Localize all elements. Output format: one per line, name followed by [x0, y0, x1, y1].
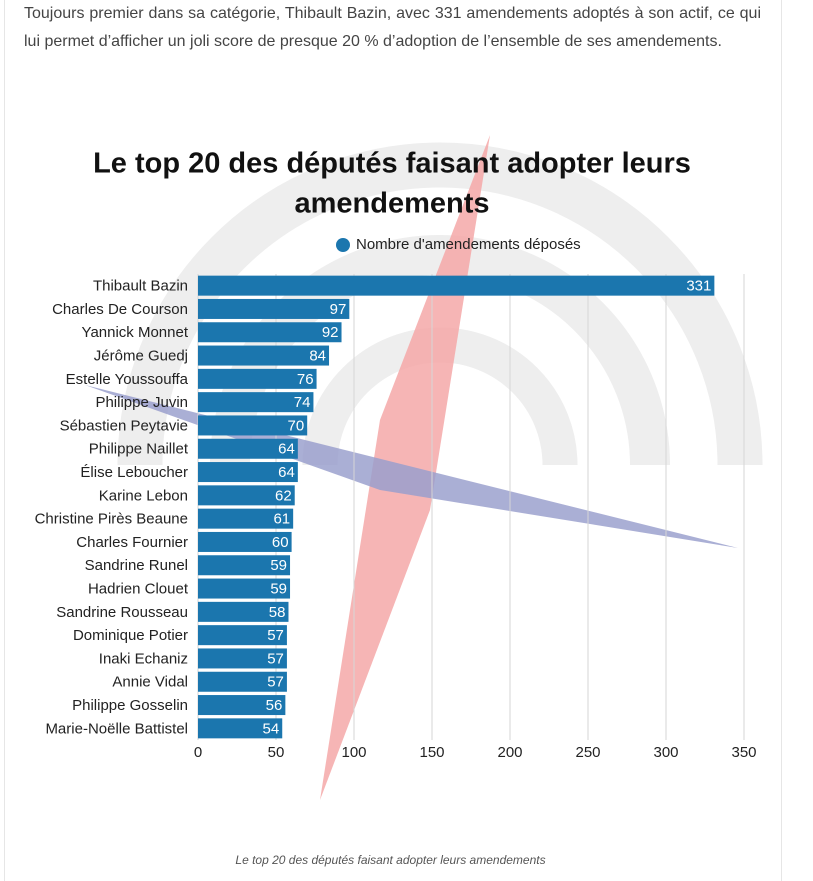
bar [198, 578, 291, 599]
y-tick-label: Sébastien Peytavie [60, 417, 188, 434]
watermark-arc [210, 235, 670, 466]
legend-marker [336, 238, 350, 252]
value-label: 57 [267, 627, 284, 644]
value-label: 331 [686, 278, 711, 295]
bar [198, 695, 286, 716]
y-tick-label: Jérôme Guedj [94, 348, 188, 365]
bar [198, 555, 291, 576]
y-tick-label: Christine Pirès Beaune [35, 511, 188, 528]
value-label: 56 [266, 697, 283, 714]
y-tick-label: Sandrine Runel [85, 557, 188, 574]
y-tick-label: Philippe Gosselin [72, 697, 188, 714]
value-label: 61 [273, 511, 290, 528]
value-label: 92 [322, 324, 339, 341]
bar [198, 462, 298, 483]
value-label: 84 [309, 348, 326, 365]
y-tick-label: Karine Lebon [99, 487, 188, 504]
x-tick-label: 0 [194, 744, 202, 761]
y-tick-label: Élise Leboucher [80, 464, 188, 481]
x-tick-label: 250 [575, 744, 600, 761]
x-tick-label: 100 [341, 744, 366, 761]
y-tick-label: Estelle Youssouffa [66, 371, 189, 388]
x-tick-label: 200 [497, 744, 522, 761]
value-label: 58 [269, 604, 286, 621]
chart-title: amendements [294, 188, 489, 220]
bar [198, 648, 287, 669]
caption: Le top 20 des députés faisant adopter le… [235, 853, 546, 867]
x-tick-label: 150 [419, 744, 444, 761]
bar [198, 415, 308, 436]
x-tick-label: 350 [731, 744, 756, 761]
bar [198, 671, 287, 692]
bar [198, 718, 283, 739]
x-tick-label: 300 [653, 744, 678, 761]
legend-label: Nombre d'amendements déposés [356, 236, 581, 253]
y-tick-label: Annie Vidal [112, 674, 188, 691]
value-label: 57 [267, 674, 284, 691]
y-tick-label: Inaki Echaniz [99, 650, 188, 667]
value-label: 97 [330, 301, 347, 318]
value-label: 54 [263, 720, 280, 737]
y-tick-label: Charles De Courson [52, 301, 188, 318]
bar [198, 508, 294, 529]
y-tick-label: Marie-Noëlle Battistel [45, 720, 188, 737]
y-tick-label: Charles Fournier [76, 534, 188, 551]
bar [198, 322, 342, 343]
bar [198, 345, 330, 366]
y-tick-label: Sandrine Rousseau [56, 604, 188, 621]
value-label: 57 [267, 650, 284, 667]
value-label: 60 [272, 534, 289, 551]
bar [198, 485, 295, 506]
chart-title: Le top 20 des députés faisant adopter le… [93, 148, 691, 180]
value-label: 59 [270, 557, 287, 574]
watermark-arc [117, 142, 763, 466]
value-label: 64 [278, 464, 295, 481]
x-tick-label: 50 [268, 744, 285, 761]
bar [198, 438, 298, 459]
y-tick-label: Philippe Naillet [89, 441, 189, 458]
value-label: 74 [294, 394, 311, 411]
value-label: 70 [288, 417, 305, 434]
value-label: 76 [297, 371, 314, 388]
y-tick-label: Yannick Monnet [82, 324, 189, 341]
bar [198, 601, 289, 622]
watermark [85, 135, 763, 800]
bar [198, 531, 292, 552]
y-tick-label: Dominique Potier [73, 627, 188, 644]
bar [198, 298, 350, 319]
paragraph: Toujours premier dans sa catégorie, Thib… [24, 5, 761, 50]
value-label: 59 [270, 581, 287, 598]
value-label: 64 [278, 441, 295, 458]
article-frame [4, 0, 782, 881]
y-tick-label: Philippe Juvin [95, 394, 188, 411]
bar [198, 392, 314, 413]
y-tick-label: Thibault Bazin [93, 278, 188, 295]
y-tick-label: Hadrien Clouet [88, 581, 189, 598]
value-label: 62 [275, 487, 292, 504]
bar [198, 368, 317, 389]
bar [198, 625, 287, 646]
bar [198, 275, 715, 296]
